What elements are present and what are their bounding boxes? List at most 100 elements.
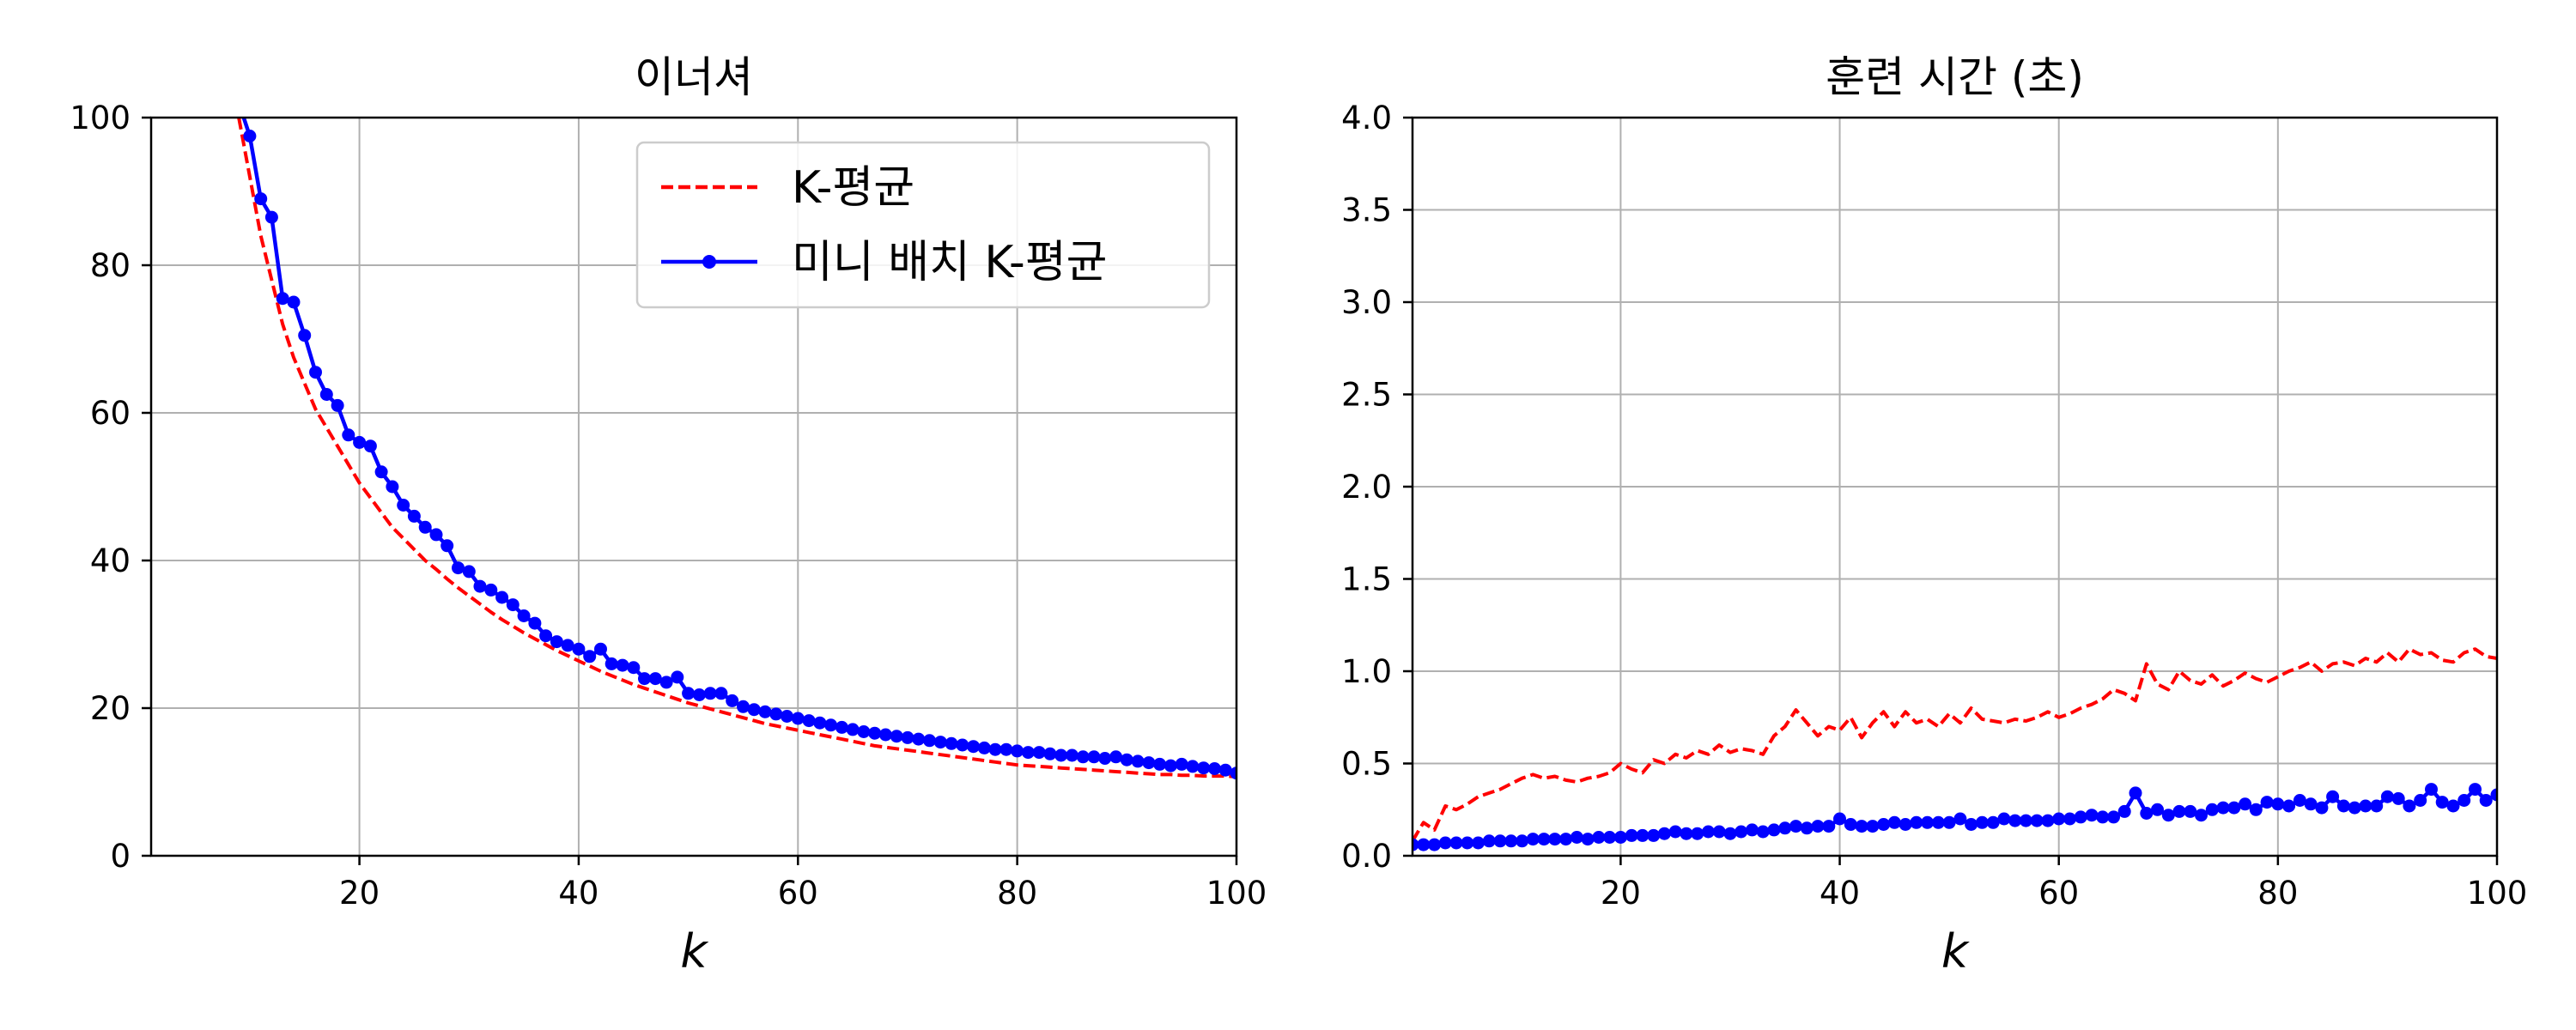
y-tick-label: 4.0 [1341, 100, 1392, 136]
y-tick-label: 3.5 [1341, 192, 1392, 229]
data-point [2315, 801, 2329, 815]
data-point [1449, 836, 1463, 850]
data-point [747, 703, 761, 717]
data-point [2030, 814, 2044, 827]
chart-title: 훈련 시간 (초) [1826, 52, 2084, 102]
legend-item: K-평균 [661, 162, 914, 214]
data-point [1603, 831, 1617, 844]
data-point [539, 629, 553, 643]
series-kmeans [237, 118, 1236, 779]
data-point [1986, 815, 2000, 829]
x-tick-label: 40 [1820, 875, 1860, 912]
y-tick-label: 2.5 [1341, 377, 1392, 414]
data-point [397, 499, 410, 512]
data-point [945, 736, 958, 750]
data-point [2052, 812, 2066, 826]
data-point [2458, 794, 2471, 807]
y-tick-label: 40 [90, 542, 131, 579]
data-point [1778, 821, 1792, 835]
data-point [2490, 788, 2497, 802]
legend-item: 미니 배치 K-평균 [661, 237, 1108, 288]
data-point [1493, 834, 1507, 848]
series-kmeans [1413, 647, 2497, 842]
data-point [791, 712, 805, 725]
data-point [956, 738, 969, 752]
data-point [1833, 812, 1846, 826]
data-point [2370, 799, 2384, 813]
y-tick-label: 20 [90, 690, 131, 727]
data-point [912, 732, 926, 746]
y-tick-label: 0 [110, 838, 131, 875]
x-tick-label: 40 [558, 875, 598, 912]
data-point [287, 295, 301, 309]
data-point [583, 650, 597, 663]
data-point [2293, 794, 2306, 807]
data-point [2359, 799, 2372, 813]
data-point [1997, 812, 2011, 826]
data-point [824, 718, 838, 732]
data-point [2446, 799, 2460, 813]
data-point [2336, 799, 2350, 813]
data-point [2227, 801, 2241, 815]
data-point [1120, 753, 1133, 766]
data-point [1899, 818, 1912, 831]
data-point [2403, 799, 2416, 813]
data-point [999, 742, 1013, 756]
data-point [429, 528, 443, 542]
data-point [737, 700, 750, 713]
data-point [1098, 752, 1112, 765]
data-point [1767, 823, 1781, 837]
data-point [802, 714, 816, 728]
data-point [517, 609, 531, 622]
data-point [484, 583, 498, 597]
data-point [276, 292, 289, 306]
data-point [2195, 809, 2208, 822]
data-point [1800, 821, 1814, 835]
y-tick-label: 100 [70, 100, 131, 136]
data-point [638, 672, 651, 686]
data-point [2107, 810, 2120, 824]
x-tick-label: 80 [2257, 875, 2298, 912]
data-point [2096, 810, 2110, 824]
data-point [1516, 834, 1529, 848]
data-point [726, 694, 739, 707]
data-point [1592, 831, 1606, 844]
y-tick-label: 3.0 [1341, 284, 1392, 321]
data-point [1142, 756, 1156, 770]
data-point [703, 687, 717, 700]
data-point [1691, 827, 1704, 840]
data-point [868, 726, 882, 740]
data-point [1657, 827, 1671, 840]
x-tick-label: 60 [778, 875, 818, 912]
data-point [2129, 786, 2142, 800]
data-point [1066, 748, 1078, 762]
data-point [2271, 797, 2285, 811]
data-point [616, 658, 629, 672]
y-tick-label: 80 [90, 247, 131, 284]
data-point [2008, 814, 2022, 827]
data-point [2348, 801, 2361, 815]
data-point [319, 388, 333, 401]
data-point [2239, 797, 2252, 811]
data-point [1855, 820, 1868, 833]
data-point [309, 366, 322, 379]
data-point [2249, 803, 2263, 816]
data-point [1789, 820, 1802, 833]
x-tick-label: 80 [997, 875, 1037, 912]
y-tick-label: 2.0 [1341, 469, 1392, 506]
data-point [1975, 815, 1989, 829]
data-point [1570, 831, 1583, 844]
data-point [1413, 838, 1419, 851]
data-point [452, 561, 465, 575]
data-point [1844, 818, 1857, 831]
data-point [440, 539, 454, 553]
data-point [1942, 815, 1956, 829]
data-point [264, 210, 278, 224]
data-point [692, 688, 706, 701]
data-point [1482, 834, 1496, 848]
data-point [1647, 828, 1661, 842]
data-point [1636, 828, 1649, 842]
